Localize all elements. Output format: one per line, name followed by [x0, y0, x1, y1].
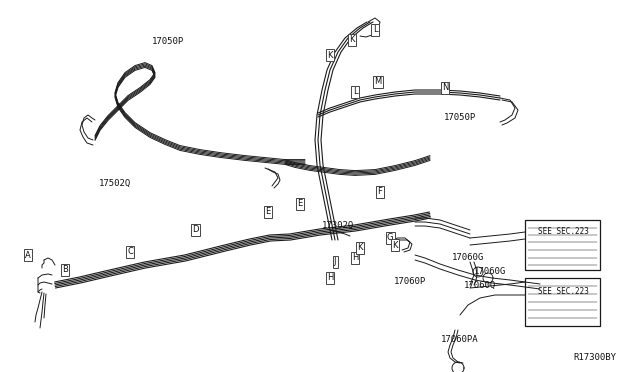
- Text: 17060PA: 17060PA: [441, 336, 479, 344]
- Text: E: E: [298, 199, 303, 208]
- Text: 17050P: 17050P: [444, 113, 476, 122]
- Text: R17300BY: R17300BY: [573, 353, 616, 362]
- Text: M: M: [374, 77, 381, 87]
- Bar: [525, 220, 600, 270]
- Text: C: C: [127, 247, 133, 257]
- Text: K: K: [349, 35, 355, 45]
- Text: D: D: [192, 225, 198, 234]
- Text: E: E: [266, 208, 271, 217]
- Text: 17060G: 17060G: [474, 267, 506, 276]
- Text: 17302Q: 17302Q: [322, 221, 354, 230]
- Text: A: A: [25, 250, 31, 260]
- Text: G: G: [387, 234, 393, 243]
- Bar: [525, 278, 600, 326]
- Text: 17060Q: 17060Q: [464, 280, 496, 289]
- Text: J: J: [333, 257, 336, 266]
- Text: 17060G: 17060G: [452, 253, 484, 263]
- Text: 17050P: 17050P: [152, 38, 184, 46]
- Text: F: F: [378, 187, 383, 196]
- Text: SEE SEC.223: SEE SEC.223: [538, 288, 588, 296]
- Text: N: N: [442, 83, 448, 93]
- Text: 17060P: 17060P: [394, 278, 426, 286]
- Text: K: K: [357, 244, 363, 253]
- Text: K: K: [392, 241, 397, 250]
- Text: SEE SEC.223: SEE SEC.223: [538, 228, 588, 237]
- Text: B: B: [62, 266, 68, 275]
- Text: L: L: [353, 87, 357, 96]
- Text: K: K: [327, 51, 333, 60]
- Text: 17502Q: 17502Q: [99, 179, 131, 187]
- Text: L: L: [372, 26, 378, 35]
- Text: H: H: [352, 253, 358, 263]
- Text: H: H: [327, 273, 333, 282]
